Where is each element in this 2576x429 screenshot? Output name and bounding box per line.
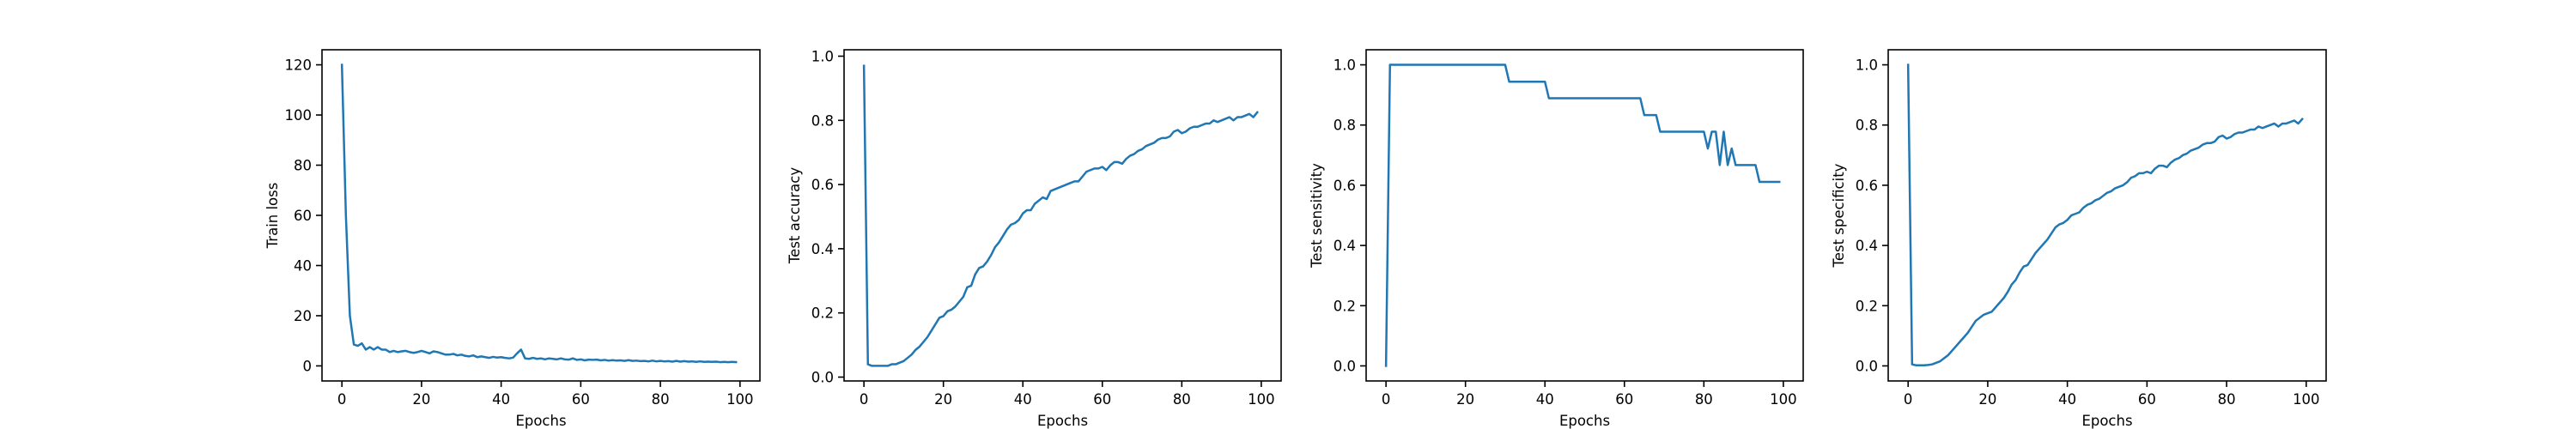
train-loss-x-tick-label: 40: [492, 391, 510, 408]
test-sensitivity-x-tick-label: 80: [1695, 391, 1713, 408]
test-accuracy-y-tick-label: 1.0: [811, 48, 834, 64]
test-sensitivity-y-tick-label: 0.2: [1334, 298, 1356, 314]
test-accuracy-y-tick-label: 0.4: [811, 241, 834, 257]
test-specificity-series-line: [1906, 63, 2304, 366]
test-sensitivity-x-axis-label: Epochs: [1559, 413, 1610, 429]
test-specificity-x-tick-label: 20: [1978, 391, 1996, 408]
train-loss-y-tick-label: 40: [294, 257, 312, 274]
test-sensitivity-x-tick-label: 40: [1536, 391, 1554, 408]
test-accuracy-y-tick-label: 0.2: [811, 305, 834, 322]
test-sensitivity-axes-frame: [1365, 49, 1804, 382]
test-sensitivity-y-axis-label: Test sensitivity: [1309, 163, 1325, 269]
test-specificity-y-tick-label: 0.6: [1856, 178, 1878, 194]
test-accuracy-plot: 0 20 40 60 80 100 0.0 0.2 0.4 0.6 0.8 1.0 Epochs Test…: [787, 48, 1282, 429]
test-specificity-y-tick-label: 0.4: [1856, 238, 1878, 254]
test-accuracy-axes-frame: [843, 49, 1282, 382]
train-loss-y-axis-label: Train loss: [264, 183, 281, 250]
train-loss-y-tick-label: 60: [294, 208, 312, 224]
test-accuracy-x-tick-label: 60: [1093, 391, 1111, 408]
test-specificity-y-tick-label: 1.0: [1856, 57, 1878, 74]
test-specificity-y-axis-label: Test specificity: [1831, 163, 1847, 268]
train-loss-plot: 0 20 40 60 80 100 0 20 40 60 80 100 120 Epochs Train l…: [264, 49, 761, 429]
test-sensitivity-y-tick-label: 0.8: [1334, 118, 1356, 134]
train-loss-x-tick-label: 80: [652, 391, 670, 408]
train-loss-x-tick-label: 100: [726, 391, 754, 408]
test-sensitivity-y-tick-label: 0.6: [1334, 178, 1356, 194]
test-accuracy-x-axis-label: Epochs: [1037, 413, 1088, 429]
test-accuracy-x-tick-label: 0: [860, 391, 869, 408]
test-specificity-x-tick-label: 40: [2058, 391, 2076, 408]
test-specificity-y-tick-label: 0.0: [1856, 358, 1878, 374]
test-accuracy-y-tick-label: 0.6: [811, 177, 834, 193]
train-loss-x-tick-label: 20: [412, 391, 430, 408]
train-loss-y-tick-label: 120: [285, 57, 313, 74]
test-accuracy-y-tick-label: 0.0: [811, 370, 834, 386]
test-accuracy-x-tick-label: 20: [934, 391, 952, 408]
train-loss-x-tick-label: 0: [337, 391, 347, 408]
train-loss-y-tick-label: 100: [285, 107, 313, 124]
train-loss-x-axis-label: Epochs: [515, 413, 566, 429]
subplots: 0 20 40 60 80 100 0 20 40 60 80 100 120 Epochs Train l…: [264, 48, 2327, 429]
test-sensitivity-x-tick-label: 0: [1382, 391, 1391, 408]
test-accuracy-y-axis-label: Test accuracy: [787, 167, 803, 264]
test-sensitivity-x-tick-label: 20: [1456, 391, 1474, 408]
test-sensitivity-plot: 0 20 40 60 80 100 0.0 0.2 0.4 0.6 0.8 1.0 Epochs Test…: [1309, 49, 1804, 429]
test-specificity-axes-frame: [1887, 49, 2327, 382]
train-loss-series-line: [340, 63, 738, 364]
test-sensitivity-series-line: [1384, 63, 1781, 367]
test-sensitivity-x-tick-label: 100: [1770, 391, 1797, 408]
train-loss-y-tick-label: 0: [303, 358, 313, 374]
test-sensitivity-x-tick-label: 60: [1615, 391, 1633, 408]
test-specificity-x-tick-label: 0: [1904, 391, 1913, 408]
test-sensitivity-y-tick-label: 0.0: [1334, 358, 1356, 374]
test-specificity-x-tick-label: 60: [2138, 391, 2156, 408]
test-accuracy-x-tick-label: 40: [1014, 391, 1032, 408]
test-specificity-y-tick-label: 0.8: [1856, 118, 1878, 134]
train-loss-x-tick-label: 60: [572, 391, 590, 408]
test-accuracy-series-line: [862, 64, 1259, 367]
train-loss-y-tick-label: 20: [294, 308, 312, 324]
test-specificity-y-tick-label: 0.2: [1856, 298, 1878, 314]
test-sensitivity-y-tick-label: 0.4: [1334, 238, 1356, 254]
test-specificity-x-axis-label: Epochs: [2081, 413, 2132, 429]
train-loss-y-tick-label: 80: [294, 158, 312, 174]
test-specificity-x-tick-label: 80: [2218, 391, 2236, 408]
test-specificity-x-tick-label: 100: [2293, 391, 2320, 408]
test-specificity-plot: 0 20 40 60 80 100 0.0 0.2 0.4 0.6 0.8 1.0 Epochs Test…: [1831, 49, 2327, 429]
test-sensitivity-y-tick-label: 1.0: [1334, 57, 1356, 74]
test-accuracy-x-tick-label: 100: [1248, 391, 1275, 408]
test-accuracy-y-tick-label: 0.8: [811, 112, 834, 129]
test-accuracy-x-tick-label: 80: [1173, 391, 1191, 408]
